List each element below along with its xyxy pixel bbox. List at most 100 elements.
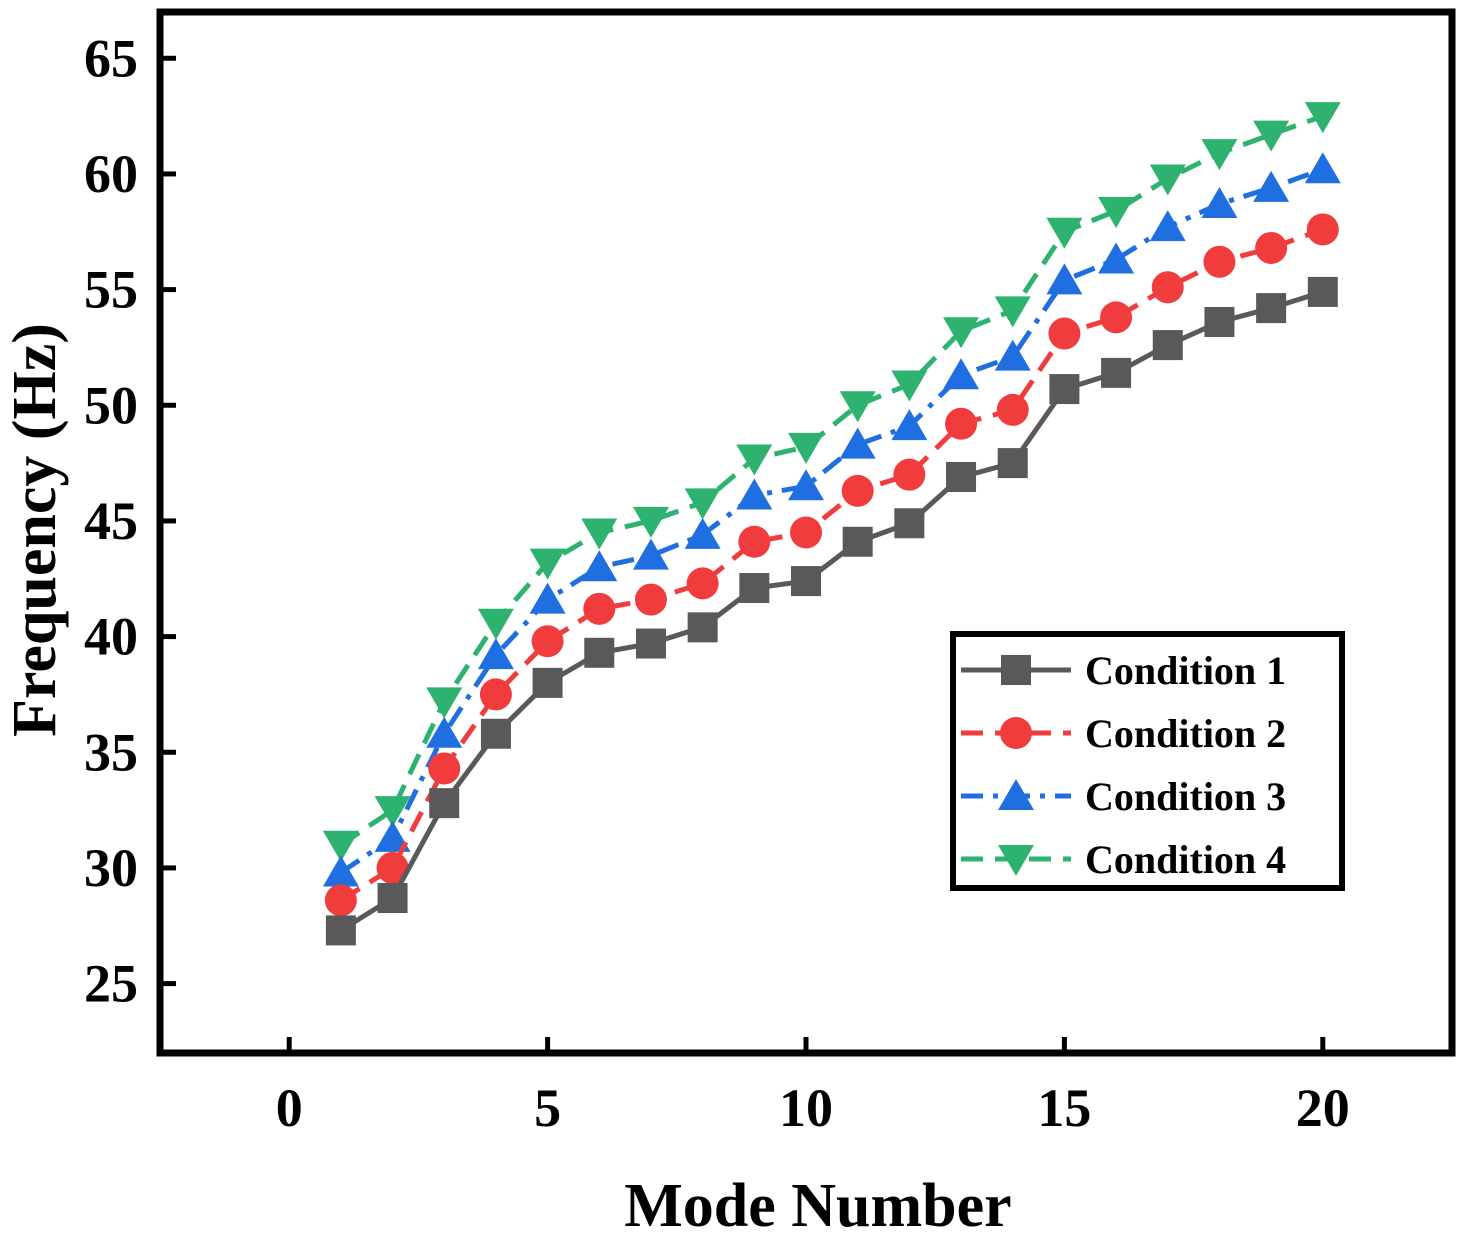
series-4-point (994, 296, 1031, 328)
series-1-point (739, 573, 770, 604)
legend: Condition 1 Condition 2 Condition 3 Conditi… (950, 631, 1345, 891)
y-tick-label: 50 (84, 375, 138, 435)
series-2-point (1151, 271, 1184, 304)
series-3-point (477, 638, 514, 670)
legend-label: Condition 4 (1085, 837, 1286, 882)
series-2-point (531, 625, 564, 658)
y-tick-label: 25 (84, 954, 138, 1014)
legend-label: Condition 1 (1085, 648, 1286, 693)
series-4-point (1149, 164, 1186, 196)
series-4-point (788, 432, 824, 464)
series-4-point (943, 317, 980, 349)
series-3-point (943, 358, 980, 390)
legend-marker (998, 779, 1034, 810)
series-4-point (632, 506, 669, 538)
series-2-point (1048, 317, 1081, 350)
series-4-point (1098, 196, 1135, 228)
legend-label: Condition 2 (1085, 711, 1286, 756)
y-tick-label: 35 (84, 722, 138, 782)
series-4-point (426, 687, 463, 719)
series-3-point (994, 339, 1031, 371)
series-2-point (583, 592, 616, 625)
series-3-point (1098, 242, 1135, 274)
y-tick-label: 45 (84, 491, 138, 551)
series-3 (322, 152, 1341, 887)
series-3-point (1304, 152, 1341, 184)
y-tick-label: 30 (84, 838, 138, 898)
series-3-point (374, 820, 411, 852)
series-1-point (532, 667, 563, 698)
series-3-point (684, 517, 721, 549)
x-tick-label: 15 (1037, 1078, 1091, 1138)
series-2-point (634, 583, 667, 616)
series-4-point (374, 796, 411, 828)
series-2-point (1203, 245, 1236, 278)
series-3-point (1253, 170, 1290, 202)
series-1-point (1049, 374, 1080, 405)
series-3-point (1149, 210, 1186, 242)
series-4 (322, 102, 1341, 862)
legend-entry-1: Condition 1 (961, 648, 1286, 693)
x-tick-label: 5 (534, 1078, 561, 1138)
y-axis-title: Frequency (Hz) (1, 323, 69, 737)
series-1-point (325, 915, 356, 946)
series-1-point (791, 566, 821, 597)
series-2-point (1306, 213, 1339, 246)
series-1-point (687, 612, 718, 643)
series-1-point (377, 883, 408, 914)
series-3-point (788, 469, 824, 501)
y-tick-label: 55 (84, 260, 138, 320)
series-3-point (1046, 263, 1083, 295)
series-3-point (426, 716, 463, 748)
legend-entry-4: Condition 4 (961, 837, 1286, 882)
series-4-point (1201, 139, 1238, 171)
series-3-point (581, 550, 618, 582)
legend-entry-2: Condition 2 (961, 711, 1286, 756)
series-2-point (893, 458, 926, 491)
series-1-point (635, 628, 666, 659)
series-1-point (997, 448, 1028, 479)
series-2-point (324, 884, 357, 917)
plot-layer (322, 102, 1341, 946)
legend-marker (1001, 655, 1031, 685)
series-4-point (322, 830, 359, 862)
series-1-point (1204, 306, 1235, 337)
series-1-point (946, 461, 977, 492)
x-tick-label: 0 (276, 1078, 303, 1138)
series-1-point (1101, 357, 1132, 388)
series-2 (324, 213, 1339, 917)
series-3-point (891, 409, 928, 441)
axes-layer: 0 5 10 15 20 25 30 35 40 45 50 55 60 65 (84, 8, 1456, 1138)
series-3-point (632, 538, 669, 570)
y-tick-label: 40 (84, 607, 138, 667)
series-2-point (1255, 231, 1288, 264)
series-1-point (1152, 330, 1183, 361)
series-3-point (1201, 187, 1238, 219)
series-3-point (736, 478, 773, 510)
series-1-point (584, 637, 615, 668)
x-tick-label: 20 (1296, 1078, 1350, 1138)
series-3-point (529, 582, 566, 614)
series-4-point (736, 444, 773, 476)
legend-entry-3: Condition 3 (961, 774, 1286, 819)
series-1-point (429, 788, 460, 819)
series-1-point (1307, 276, 1338, 307)
series-4-point (1046, 217, 1083, 249)
series-4-point (891, 370, 928, 402)
x-tick-label: 10 (779, 1078, 833, 1138)
series-2-point (790, 516, 822, 549)
legend-marker (998, 845, 1034, 876)
y-tick-label: 60 (84, 144, 138, 204)
series-4-point (839, 391, 876, 423)
x-axis-title: Mode Number (624, 1172, 1011, 1240)
series-1-point (894, 508, 925, 539)
series-2-point (945, 407, 978, 440)
series-2-point (376, 851, 409, 884)
series-3-point (839, 427, 876, 459)
series-3-point (322, 855, 359, 887)
series-2-point (996, 393, 1029, 426)
legend-marker (1000, 717, 1032, 749)
series-1-point (842, 526, 873, 557)
series-2-point (841, 474, 874, 507)
